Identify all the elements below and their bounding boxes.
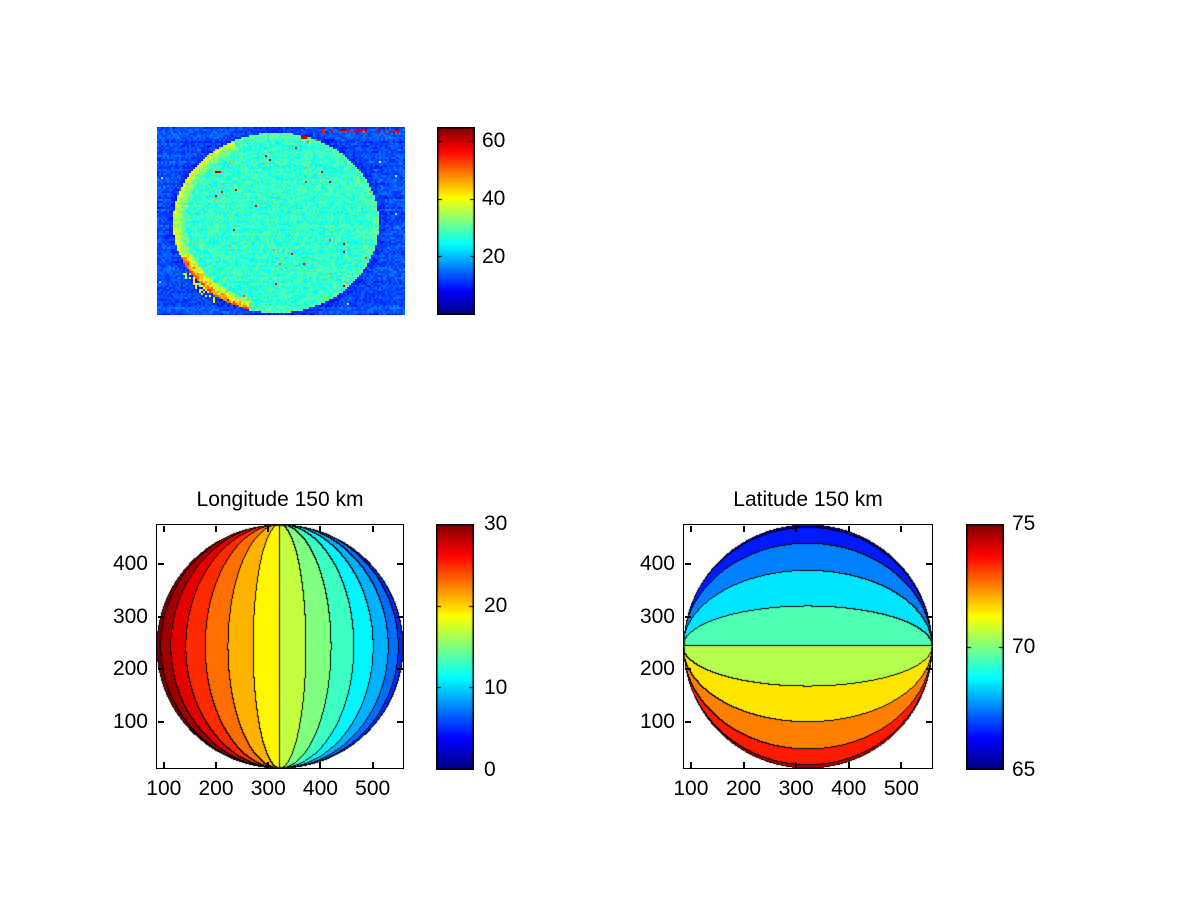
latitude-y-tickmark [684,668,691,671]
latitude-title: Latitude 150 km [733,488,883,511]
latitude-x-tick-label: 500 [883,777,919,800]
longitude-x-tickmark [319,761,322,768]
longitude-y-tickmark [157,721,164,724]
latitude-y-tick-label: 400 [639,552,675,576]
latitude-y-tickmark [684,615,691,618]
longitude-x-tick-label: 100 [146,777,182,800]
camera-colorbar-tick-label: 20 [482,245,506,269]
latitude-x-tickmark [847,761,850,768]
longitude-y-tick-label: 200 [112,657,148,681]
longitude-y-tickmark [157,563,164,566]
latitude-colorbar [966,524,1004,770]
longitude-x-tickmark-top [162,525,165,532]
longitude-y-tick-label: 300 [112,604,148,628]
longitude-x-tickmark-top [267,525,270,532]
longitude-y-tickmark [157,668,164,671]
longitude-colorbar-tick-label: 30 [484,512,508,535]
latitude-y-tick-label: 200 [639,657,675,681]
longitude-colorbar-tick-label: 0 [484,758,496,781]
longitude-x-tickmark [215,761,218,768]
latitude-y-tick-label: 300 [639,604,675,628]
latitude-colorbar-tick-label: 65 [1012,758,1036,781]
latitude-x-tickmark-top [900,525,903,532]
longitude-y-tickmark-right [396,563,403,566]
longitude-y-tickmark [157,615,164,618]
latitude-colorbar-tick-label: 75 [1012,512,1036,535]
longitude-y-tickmark-right [396,721,403,724]
latitude-x-tickmark-top [689,525,692,532]
latitude-x-tick-label: 200 [725,777,762,800]
latitude-y-tick-label: 100 [639,710,675,734]
longitude-x-tickmark-top [215,525,218,532]
latitude-y-tickmark [684,563,691,566]
camera-colorbar-tick-label: 40 [482,187,506,211]
latitude-x-tickmark [900,761,903,768]
longitude-colorbar-tick-label: 20 [484,594,508,617]
longitude-y-tickmark-right [396,668,403,671]
longitude-colorbar-tick-label: 10 [484,676,508,699]
latitude-x-tick-label: 400 [831,777,867,800]
longitude-x-tickmark [162,761,165,768]
longitude-x-tick-label: 300 [250,777,286,800]
camera-colorbar [437,127,475,315]
latitude-y-tickmark-right [925,668,932,671]
latitude-y-tickmark [684,721,691,724]
longitude-contour-plot [156,524,404,769]
latitude-x-tickmark-top [847,525,850,532]
longitude-x-tickmark-top [371,525,374,532]
latitude-y-tickmark-right [925,563,932,566]
camera-image [157,127,405,315]
latitude-x-tickmark [689,761,692,768]
latitude-colorbar-tick-label: 70 [1012,635,1036,658]
latitude-x-tick-label: 300 [778,777,814,800]
longitude-y-tick-label: 100 [112,710,148,734]
latitude-x-tickmark-top [742,525,745,532]
longitude-x-tickmark [371,761,374,768]
longitude-y-tickmark-right [396,615,403,618]
latitude-x-tickmark [795,761,798,768]
longitude-x-tickmark-top [319,525,322,532]
latitude-contour-plot [683,524,933,769]
longitude-y-tick-label: 400 [112,552,148,576]
longitude-x-tick-label: 200 [198,777,234,800]
latitude-y-tickmark-right [925,615,932,618]
camera-colorbar-tick-label: 60 [482,129,506,153]
latitude-x-tick-label: 100 [673,777,709,800]
longitude-title: Longitude 150 km [196,488,364,511]
longitude-colorbar [436,524,474,770]
longitude-x-tickmark [267,761,270,768]
longitude-x-tick-label: 500 [355,777,391,800]
latitude-x-tickmark-top [795,525,798,532]
latitude-y-tickmark-right [925,721,932,724]
longitude-x-tick-label: 400 [302,777,338,800]
latitude-x-tickmark [742,761,745,768]
